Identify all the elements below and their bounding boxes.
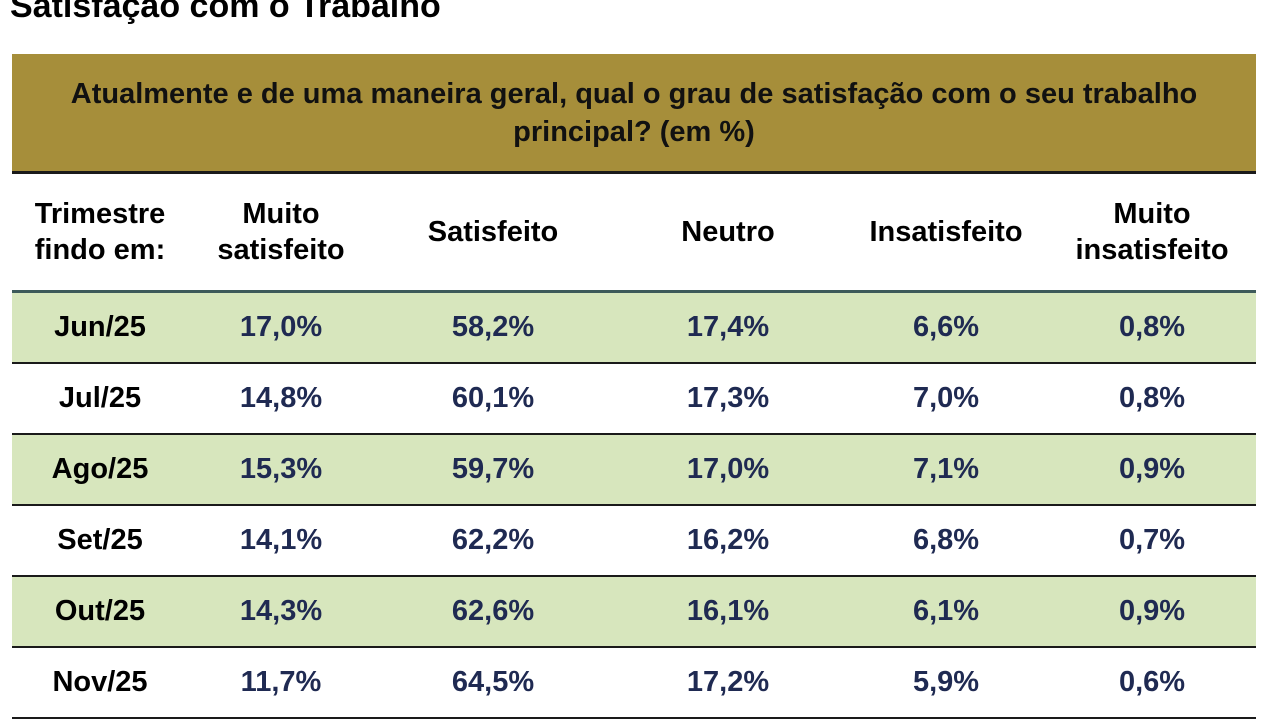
header-period-line1: Trimestre <box>34 198 166 230</box>
header-insatisfeito: Insatisfeito <box>844 174 1048 293</box>
header-row: Trimestre findo em: Muito satisfeito Sat… <box>12 174 1256 293</box>
cell-muito-satisfeito: 14,1% <box>188 505 374 577</box>
cell-muito-insatisfeito: 0,8% <box>1048 363 1256 435</box>
cell-neutro: 17,3% <box>612 363 844 435</box>
cell-neutro: 17,4% <box>612 291 844 364</box>
question-banner: Atualmente e de uma maneira geral, qual … <box>12 54 1256 174</box>
header-muito-satisfeito-line2: satisfeito <box>217 234 345 266</box>
cell-muito-insatisfeito: 0,9% <box>1048 434 1256 506</box>
cell-muito-satisfeito: 11,7% <box>188 647 374 719</box>
cell-insatisfeito: 5,9% <box>844 647 1048 719</box>
header-muito-satisfeito: Muito satisfeito <box>188 174 374 293</box>
cell-period: Nov/25 <box>12 647 188 719</box>
cell-satisfeito: 59,7% <box>374 434 612 506</box>
table-row: Nov/25 11,7% 64,5% 17,2% 5,9% 0,6% <box>12 647 1256 719</box>
cell-period: Jul/25 <box>12 363 188 435</box>
cell-satisfeito: 64,5% <box>374 647 612 719</box>
cell-neutro: 17,2% <box>612 647 844 719</box>
header-period: Trimestre findo em: <box>12 174 188 293</box>
cell-muito-satisfeito: 14,3% <box>188 576 374 648</box>
page-title: Satisfação com o Trabalho <box>10 0 441 25</box>
data-table: Trimestre findo em: Muito satisfeito Sat… <box>12 174 1256 719</box>
cell-insatisfeito: 6,8% <box>844 505 1048 577</box>
cell-neutro: 16,2% <box>612 505 844 577</box>
cell-period: Set/25 <box>12 505 188 577</box>
header-neutro: Neutro <box>612 174 844 293</box>
cell-muito-satisfeito: 15,3% <box>188 434 374 506</box>
table-row: Jul/25 14,8% 60,1% 17,3% 7,0% 0,8% <box>12 363 1256 435</box>
table-row: Out/25 14,3% 62,6% 16,1% 6,1% 0,9% <box>12 576 1256 648</box>
cell-muito-insatisfeito: 0,8% <box>1048 291 1256 364</box>
cell-period: Ago/25 <box>12 434 188 506</box>
cell-insatisfeito: 6,6% <box>844 291 1048 364</box>
table-row: Ago/25 15,3% 59,7% 17,0% 7,1% 0,9% <box>12 434 1256 506</box>
cell-insatisfeito: 6,1% <box>844 576 1048 648</box>
question-text: Atualmente e de uma maneira geral, qual … <box>70 77 1198 148</box>
table-row: Set/25 14,1% 62,2% 16,2% 6,8% 0,7% <box>12 505 1256 577</box>
cell-muito-satisfeito: 14,8% <box>188 363 374 435</box>
cell-satisfeito: 60,1% <box>374 363 612 435</box>
cell-period: Out/25 <box>12 576 188 648</box>
table-row: Jun/25 17,0% 58,2% 17,4% 6,6% 0,8% <box>12 291 1256 364</box>
cell-muito-satisfeito: 17,0% <box>188 291 374 364</box>
cell-satisfeito: 62,2% <box>374 505 612 577</box>
table-header: Trimestre findo em: Muito satisfeito Sat… <box>12 174 1256 293</box>
satisfaction-table: Atualmente e de uma maneira geral, qual … <box>12 54 1256 719</box>
cell-insatisfeito: 7,1% <box>844 434 1048 506</box>
cell-muito-insatisfeito: 0,6% <box>1048 647 1256 719</box>
cell-muito-insatisfeito: 0,7% <box>1048 505 1256 577</box>
header-muito-insatisfeito-line2: insatisfeito <box>1075 234 1229 266</box>
cell-neutro: 16,1% <box>612 576 844 648</box>
cell-period: Jun/25 <box>12 291 188 364</box>
header-muito-satisfeito-line1: Muito <box>242 198 320 230</box>
header-muito-insatisfeito: Muito insatisfeito <box>1048 174 1256 293</box>
cell-insatisfeito: 7,0% <box>844 363 1048 435</box>
cell-satisfeito: 62,6% <box>374 576 612 648</box>
header-muito-insatisfeito-line1: Muito <box>1113 198 1191 230</box>
table-body: Jun/25 17,0% 58,2% 17,4% 6,6% 0,8% Jul/2… <box>12 291 1256 719</box>
cell-muito-insatisfeito: 0,9% <box>1048 576 1256 648</box>
header-satisfeito: Satisfeito <box>374 174 612 293</box>
cell-neutro: 17,0% <box>612 434 844 506</box>
cell-satisfeito: 58,2% <box>374 291 612 364</box>
header-period-line2: findo em: <box>34 234 166 266</box>
